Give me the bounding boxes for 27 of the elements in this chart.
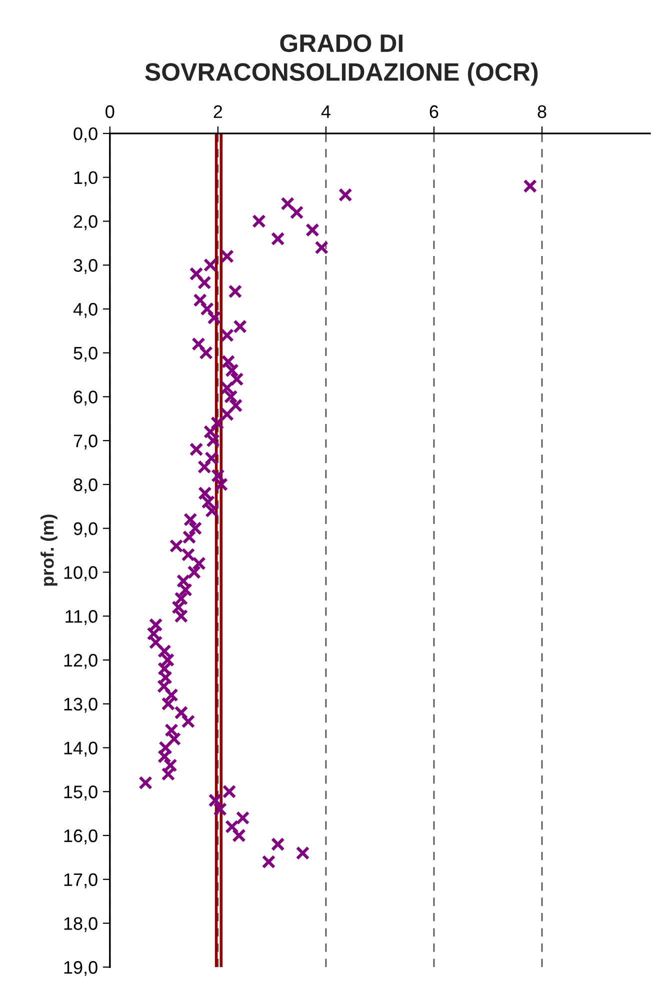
y-tick-label: 8,0 (74, 478, 98, 494)
y-tick-label: 0,0 (74, 127, 98, 142)
y-tick-label: 12,0 (64, 654, 98, 669)
y-tick-label: 5,0 (74, 346, 98, 362)
x-tick-label: 8 (538, 105, 546, 118)
y-tick-label: 7,0 (74, 434, 98, 450)
y-tick-label: 17,0 (64, 873, 98, 888)
y-tick-label: 6,0 (74, 390, 98, 406)
y-tick-label: 16,0 (64, 829, 98, 844)
y-tick-label: 4,0 (73, 302, 98, 318)
y-tick-label: 1,0 (74, 171, 98, 186)
y-tick-label: 13,0 (64, 698, 98, 713)
y-tick-label: 18,0 (64, 917, 98, 932)
x-tick-label: 6 (430, 105, 438, 118)
y-tick-label: 11,0 (66, 610, 98, 625)
y-tick-label: 9,0 (74, 522, 98, 538)
y-tick-label: 15,0 (64, 786, 98, 800)
x-tick-label: 2 (214, 105, 222, 118)
y-tick-label: 10,0 (64, 566, 98, 582)
y-tick-label: 3,0 (74, 259, 98, 274)
y-tick-label: 19,0 (64, 961, 98, 976)
x-tick-label: 4 (321, 105, 330, 118)
y-tick-label: 2,0 (74, 215, 98, 230)
x-tick-label: 0 (106, 105, 114, 118)
y-axis-title: prof. (m) (40, 514, 58, 586)
y-tick-label: 14,0 (64, 742, 98, 757)
chart-title: GRADO DI SOVRACONSOLIDAZIONE (OCR) (145, 34, 538, 86)
